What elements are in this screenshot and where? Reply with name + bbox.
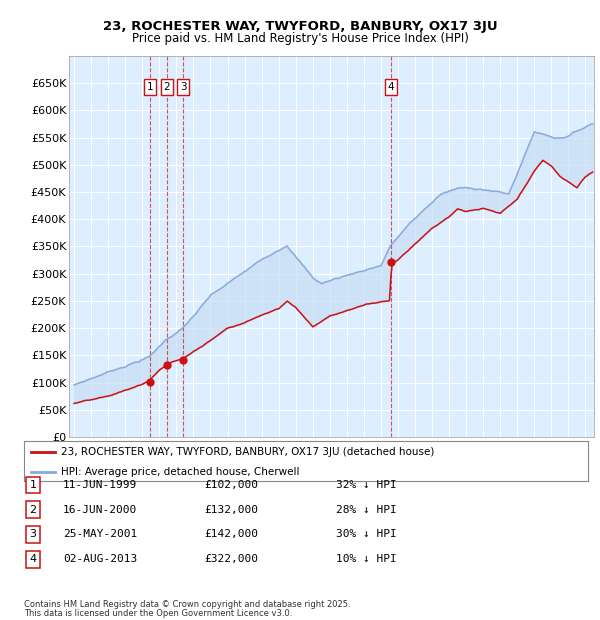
Text: HPI: Average price, detached house, Cherwell: HPI: Average price, detached house, Cher… xyxy=(61,467,299,477)
Text: 2: 2 xyxy=(164,82,170,92)
Text: 28% ↓ HPI: 28% ↓ HPI xyxy=(336,505,397,515)
Text: 30% ↓ HPI: 30% ↓ HPI xyxy=(336,529,397,539)
Text: 02-AUG-2013: 02-AUG-2013 xyxy=(63,554,137,564)
Text: 11-JUN-1999: 11-JUN-1999 xyxy=(63,480,137,490)
Text: £132,000: £132,000 xyxy=(204,505,258,515)
Text: 3: 3 xyxy=(180,82,187,92)
Text: This data is licensed under the Open Government Licence v3.0.: This data is licensed under the Open Gov… xyxy=(24,609,292,618)
Text: 32% ↓ HPI: 32% ↓ HPI xyxy=(336,480,397,490)
Text: 1: 1 xyxy=(29,480,37,490)
Text: 4: 4 xyxy=(29,554,37,564)
Text: £322,000: £322,000 xyxy=(204,554,258,564)
Text: 3: 3 xyxy=(29,529,37,539)
Text: 23, ROCHESTER WAY, TWYFORD, BANBURY, OX17 3JU: 23, ROCHESTER WAY, TWYFORD, BANBURY, OX1… xyxy=(103,20,497,33)
Text: 2: 2 xyxy=(29,505,37,515)
Text: £102,000: £102,000 xyxy=(204,480,258,490)
Text: 16-JUN-2000: 16-JUN-2000 xyxy=(63,505,137,515)
Text: 23, ROCHESTER WAY, TWYFORD, BANBURY, OX17 3JU (detached house): 23, ROCHESTER WAY, TWYFORD, BANBURY, OX1… xyxy=(61,448,434,458)
Text: 1: 1 xyxy=(146,82,153,92)
Text: 25-MAY-2001: 25-MAY-2001 xyxy=(63,529,137,539)
Text: 4: 4 xyxy=(388,82,394,92)
Text: Contains HM Land Registry data © Crown copyright and database right 2025.: Contains HM Land Registry data © Crown c… xyxy=(24,600,350,609)
Text: Price paid vs. HM Land Registry's House Price Index (HPI): Price paid vs. HM Land Registry's House … xyxy=(131,32,469,45)
Text: £142,000: £142,000 xyxy=(204,529,258,539)
Text: 10% ↓ HPI: 10% ↓ HPI xyxy=(336,554,397,564)
